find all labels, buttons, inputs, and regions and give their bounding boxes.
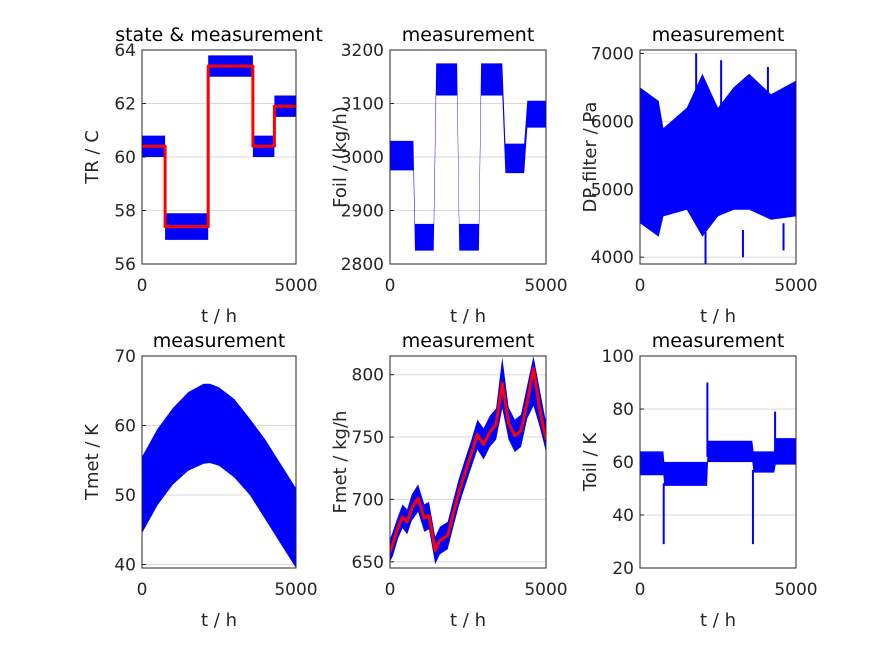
y-tick-label: 20: [612, 559, 634, 579]
y-tick-label: 60: [612, 453, 634, 473]
subplot-title: measurement: [153, 330, 286, 352]
subplot-5: 650 700 750 800 0 5000 measurement t / h Fmet / …: [330, 330, 568, 631]
y-axis-label: Foil / (kg/h): [330, 106, 351, 208]
x-axis-label: t / h: [700, 306, 736, 327]
subplot-title: measurement: [652, 330, 785, 352]
x-axis-label: t / h: [201, 610, 237, 631]
plot-area: [142, 55, 296, 240]
x-tick-label: 5000: [274, 276, 317, 296]
y-tick-label: 60: [114, 417, 136, 437]
y-tick-label: 2900: [341, 202, 384, 222]
axes-box: [141, 355, 297, 569]
y-tick-label: 80: [612, 400, 634, 420]
subplot-title: state & measurement: [115, 24, 323, 46]
axes-box: [639, 355, 797, 569]
axes-box: [389, 355, 547, 569]
y-axis-label: Fmet / kg/h: [330, 411, 351, 514]
plot-area: [390, 356, 546, 565]
subplot-3: 4000 5000 6000 7000 0 5000 measurement t / h DP …: [580, 24, 818, 327]
x-axis-label: t / h: [700, 610, 736, 631]
x-tick-label: 5000: [524, 276, 567, 296]
y-tick-label: 64: [114, 41, 136, 61]
axes-box: [639, 49, 797, 265]
series-line: [142, 64, 296, 229]
x-tick-label: 0: [137, 580, 148, 600]
subplot-title: measurement: [402, 330, 535, 352]
y-tick-label: 100: [602, 347, 634, 367]
y-tick-label: 58: [114, 202, 136, 222]
axes-box: [141, 49, 297, 265]
plot-area: [640, 382, 796, 545]
series-band: [640, 438, 796, 486]
y-tick-label: 60: [114, 148, 136, 168]
series-band: [640, 73, 796, 237]
y-tick-label: 40: [612, 506, 634, 526]
plot-area: [142, 383, 296, 568]
axes-box: [389, 49, 547, 265]
y-tick-label: 650: [352, 553, 384, 573]
y-tick-label: 4000: [591, 248, 634, 268]
subplot-4: 40 50 60 70 0 5000 measurement t / h Tmet / K: [82, 330, 318, 631]
subplot-6: 20 40 60 80 100 0 5000 measurement t / h Toil / K: [580, 330, 818, 631]
series-band: [390, 63, 546, 251]
y-tick-label: 6000: [591, 112, 634, 132]
plot-area: [640, 53, 796, 264]
x-tick-label: 0: [137, 276, 148, 296]
y-axis-label: DP filter / Pa: [580, 102, 601, 213]
y-tick-label: 70: [114, 347, 136, 367]
series-line: [390, 367, 546, 553]
series-band: [142, 383, 296, 568]
y-axis-label: Tmet / K: [82, 423, 103, 501]
y-tick-label: 750: [352, 428, 384, 448]
x-tick-label: 0: [635, 580, 646, 600]
y-tick-label: 800: [352, 366, 384, 386]
x-tick-label: 0: [635, 276, 646, 296]
y-tick-label: 40: [114, 556, 136, 576]
y-axis-label: TR / C: [82, 130, 103, 185]
x-tick-label: 5000: [774, 580, 817, 600]
x-tick-label: 0: [385, 580, 396, 600]
y-tick-label: 62: [114, 95, 136, 115]
subplot-title: measurement: [652, 24, 785, 46]
x-axis-label: t / h: [450, 306, 486, 327]
subplot-1: 56 58 60 62 64 0 5000 state & measurement t / h T…: [82, 24, 323, 327]
y-tick-label: 2800: [341, 255, 384, 275]
x-tick-label: 5000: [524, 580, 567, 600]
x-tick-label: 5000: [774, 276, 817, 296]
y-tick-label: 7000: [591, 44, 634, 64]
x-axis-label: t / h: [450, 610, 486, 631]
y-tick-label: 3000: [341, 148, 384, 168]
y-tick-label: 700: [352, 490, 384, 510]
y-tick-label: 50: [114, 486, 136, 506]
x-tick-label: 0: [385, 276, 396, 296]
y-tick-label: 3200: [341, 41, 384, 61]
y-tick-label: 3100: [341, 95, 384, 115]
x-axis-label: t / h: [201, 306, 237, 327]
plot-area: [390, 63, 546, 251]
subplot-2: 2800 2900 3000 3100 3200 0 5000 measurement t / …: [330, 24, 568, 327]
x-tick-label: 5000: [274, 580, 317, 600]
y-tick-label: 56: [114, 255, 136, 275]
subplot-title: measurement: [402, 24, 535, 46]
y-tick-label: 5000: [591, 180, 634, 200]
y-axis-label: Toil / K: [580, 432, 601, 492]
